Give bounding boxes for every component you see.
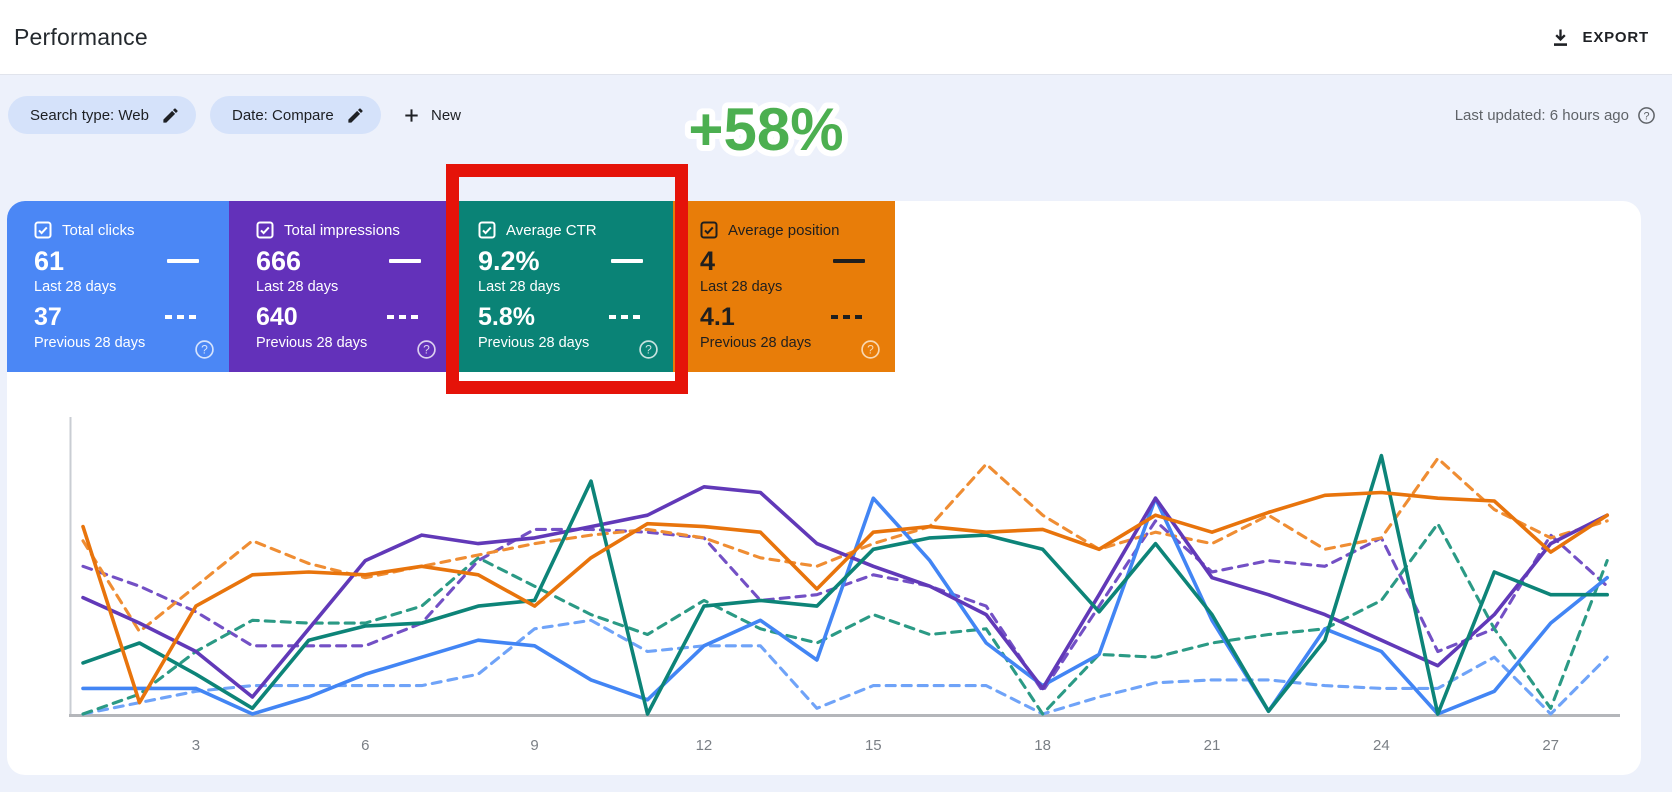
x-axis-tick-label: 15 bbox=[865, 737, 882, 754]
chart-line-previous-impressions bbox=[81, 519, 1609, 693]
dashed-line-legend-icon bbox=[165, 315, 199, 319]
dashed-line-legend-icon bbox=[609, 315, 643, 319]
chart-line-current-impressions bbox=[81, 485, 1609, 699]
metric-previous-value: 37 bbox=[34, 303, 62, 331]
solid-line-legend-icon bbox=[389, 259, 421, 263]
metric-card-title-row: Total impressions bbox=[256, 221, 433, 239]
svg-text:?: ? bbox=[645, 343, 652, 357]
chart-line-current-ctr bbox=[81, 453, 1609, 716]
help-icon[interactable]: ? bbox=[194, 339, 215, 360]
metric-card-label: Average position bbox=[728, 221, 840, 239]
metric-current-value: 666 bbox=[256, 246, 302, 276]
page-title: Performance bbox=[14, 23, 148, 50]
last-updated-label: Last updated: 6 hours ago bbox=[1454, 106, 1629, 124]
performance-panel: Total clicks 61 Last 28 days 37 Previous 28 … bbox=[7, 201, 1641, 775]
chart-line-previous-ctr bbox=[81, 522, 1609, 716]
header-bar: Performance EXPORT bbox=[0, 0, 1672, 75]
chart-line-previous-clicks bbox=[81, 618, 1609, 716]
checkbox-checked-icon[interactable] bbox=[478, 221, 496, 239]
metric-previous-value: 5.8% bbox=[478, 303, 535, 331]
chip-search-type-label: Search type: Web bbox=[30, 106, 149, 124]
help-icon[interactable]: ? bbox=[860, 339, 881, 360]
metric-card-position[interactable]: Average position 4 Last 28 days 4.1 Previous… bbox=[673, 201, 895, 372]
dashed-line-legend-icon bbox=[831, 315, 865, 319]
export-label: EXPORT bbox=[1582, 28, 1649, 46]
metric-card-title-row: Average position bbox=[700, 221, 877, 239]
help-icon[interactable]: ? bbox=[638, 339, 659, 360]
chip-date-compare[interactable]: Date: Compare bbox=[210, 96, 381, 134]
metric-cards-row: Total clicks 61 Last 28 days 37 Previous 28 … bbox=[7, 201, 895, 372]
metric-card-title-row: Total clicks bbox=[34, 221, 211, 239]
new-filter-button[interactable]: New bbox=[396, 96, 467, 134]
chip-search-type[interactable]: Search type: Web bbox=[8, 96, 196, 134]
x-axis-tick-label: 9 bbox=[530, 737, 538, 754]
chart-line-current-clicks bbox=[81, 496, 1609, 716]
last-updated: Last updated: 6 hours ago ? bbox=[1455, 96, 1656, 134]
x-axis-tick-label: 12 bbox=[696, 737, 713, 754]
metric-previous-label: Previous 28 days bbox=[478, 335, 590, 351]
svg-text:?: ? bbox=[423, 343, 430, 357]
help-icon[interactable]: ? bbox=[416, 339, 437, 360]
metric-current-value: 61 bbox=[34, 246, 65, 276]
metric-previous-label: Previous 28 days bbox=[700, 335, 812, 351]
metric-current-value: 9.2% bbox=[478, 246, 540, 276]
checkbox-checked-icon[interactable] bbox=[34, 221, 52, 239]
filter-row: Search type: Web Date: Compare New Last … bbox=[0, 75, 1672, 155]
svg-text:?: ? bbox=[867, 343, 874, 357]
x-axis-tick-label: 24 bbox=[1373, 737, 1390, 754]
x-axis-tick-label: 27 bbox=[1542, 737, 1559, 754]
checkbox-checked-icon[interactable] bbox=[700, 221, 718, 239]
svg-text:?: ? bbox=[1643, 110, 1649, 122]
x-axis-tick-label: 6 bbox=[361, 737, 369, 754]
solid-line-legend-icon bbox=[611, 259, 643, 263]
metric-card-ctr[interactable]: Average CTR 9.2% Last 28 days 5.8% Previous … bbox=[451, 201, 673, 372]
metric-card-title-row: Average CTR bbox=[478, 221, 655, 239]
chart-line-current-position bbox=[81, 490, 1609, 705]
metric-card-label: Total clicks bbox=[62, 221, 135, 239]
metric-previous-label: Previous 28 days bbox=[34, 335, 146, 351]
metric-current-value: 4 bbox=[700, 246, 716, 276]
svg-text:?: ? bbox=[201, 343, 208, 357]
chip-date-compare-label: Date: Compare bbox=[232, 106, 334, 124]
metric-card-label: Average CTR bbox=[506, 221, 597, 239]
dashed-line-legend-icon bbox=[387, 315, 421, 319]
metric-card-label: Total impressions bbox=[284, 221, 400, 239]
solid-line-legend-icon bbox=[833, 259, 865, 263]
pencil-icon[interactable] bbox=[161, 106, 180, 125]
metric-card-clicks[interactable]: Total clicks 61 Last 28 days 37 Previous 28 … bbox=[7, 201, 229, 372]
solid-line-legend-icon bbox=[167, 259, 199, 263]
download-icon bbox=[1550, 27, 1571, 48]
new-filter-label: New bbox=[431, 106, 462, 124]
metric-previous-label: Previous 28 days bbox=[256, 335, 368, 351]
chart-line-previous-position bbox=[81, 456, 1609, 634]
metric-card-impressions[interactable]: Total impressions 666 Last 28 days 640 Previ… bbox=[229, 201, 451, 372]
help-icon[interactable]: ? bbox=[1637, 106, 1656, 125]
x-axis-tick-label: 21 bbox=[1204, 737, 1221, 754]
export-button[interactable]: EXPORT bbox=[1544, 26, 1655, 49]
performance-chart: 3 6 9 12 15 18 21 24 27 bbox=[69, 415, 1621, 765]
metric-current-label: Last 28 days bbox=[700, 279, 783, 295]
checkbox-checked-icon[interactable] bbox=[256, 221, 274, 239]
metric-current-label: Last 28 days bbox=[256, 279, 339, 295]
x-axis-tick-label: 18 bbox=[1034, 737, 1051, 754]
pencil-icon[interactable] bbox=[346, 106, 365, 125]
metric-current-label: Last 28 days bbox=[478, 279, 561, 295]
metric-previous-value: 640 bbox=[256, 303, 298, 331]
x-axis-tick-label: 3 bbox=[192, 737, 200, 754]
plus-icon bbox=[402, 106, 421, 125]
metric-current-label: Last 28 days bbox=[34, 279, 117, 295]
metric-previous-value: 4.1 bbox=[700, 303, 735, 331]
